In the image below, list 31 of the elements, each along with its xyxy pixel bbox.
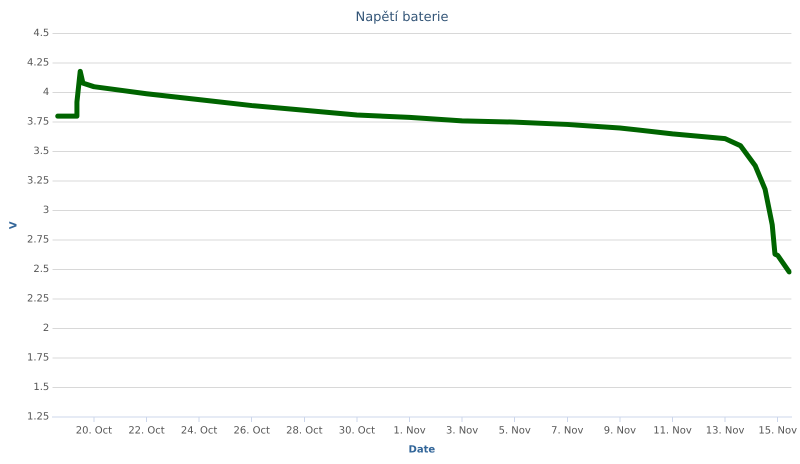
x-axis-title: Date <box>408 444 436 456</box>
x-tick-label: 24. Oct <box>180 426 218 437</box>
y-tick-label: 2.5 <box>33 264 50 276</box>
x-tick-label: 26. Oct <box>234 426 270 437</box>
x-tick-label: 1. Nov <box>393 426 426 437</box>
x-tick-label: 9. Nov <box>604 426 636 437</box>
y-tick-label: 4.25 <box>27 58 50 69</box>
x-tick-label: 15. Nov <box>758 426 798 437</box>
y-tick-label: 2 <box>42 323 50 334</box>
y-axis-title: V <box>8 221 20 230</box>
y-tick-label: 1.75 <box>27 352 50 364</box>
x-tick-label: 3. Nov <box>446 426 478 437</box>
x-tick-label: 5. Nov <box>498 426 531 437</box>
x-tick-label: 13. Nov <box>706 426 744 437</box>
y-tick-label: 3.5 <box>33 146 50 158</box>
y-tick-label: 3.75 <box>27 116 50 128</box>
y-tick-label: 4.5 <box>33 28 50 40</box>
y-tick-label: 4 <box>42 87 50 98</box>
y-tick-label: 3 <box>42 205 50 216</box>
x-tick-label: 7. Nov <box>551 426 584 437</box>
x-tick-label: 30. Oct <box>338 426 376 437</box>
y-tick-label: 3.25 <box>27 176 50 187</box>
x-tick-label: 20. Oct <box>76 426 112 437</box>
x-tick-label: 22. Oct <box>128 426 165 437</box>
y-tick-label: 1.25 <box>27 412 50 423</box>
chart-title: Napětí baterie <box>355 10 449 26</box>
x-tick-label: 28. Oct <box>286 426 323 437</box>
y-tick-label: 2.75 <box>27 234 50 246</box>
x-tick-label: 11. Nov <box>653 426 692 437</box>
y-tick-label: 2.25 <box>27 294 50 305</box>
y-tick-label: 1.5 <box>33 382 50 394</box>
